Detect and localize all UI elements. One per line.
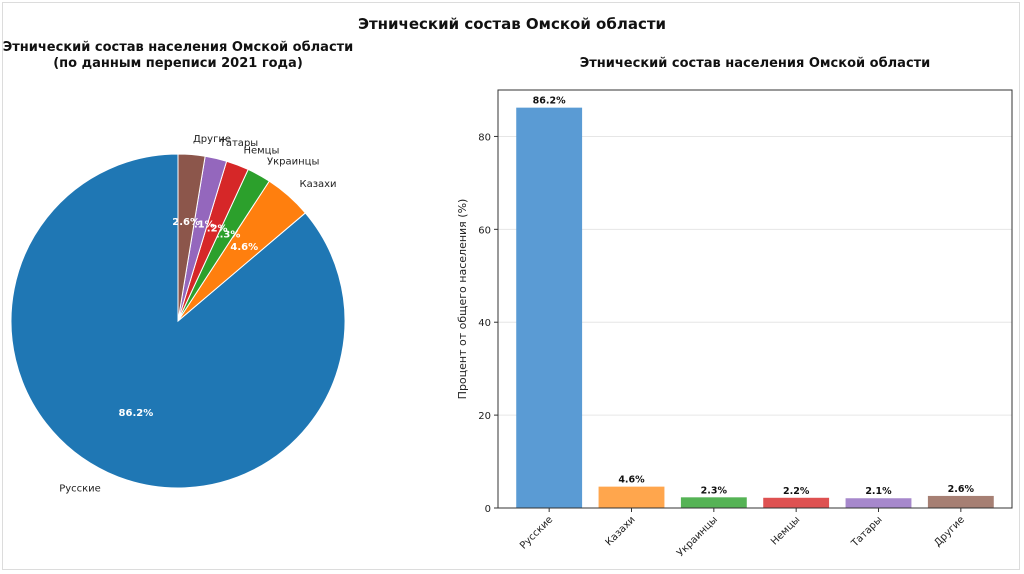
bar-value-label: 86.2% bbox=[533, 96, 566, 107]
pie-percent-label: 2.6% bbox=[172, 217, 200, 228]
bar-value-label: 2.2% bbox=[783, 486, 810, 497]
pie-percent-label: 2.3% bbox=[213, 229, 241, 240]
pie-percent-label: 4.6% bbox=[230, 242, 258, 253]
bar bbox=[845, 498, 912, 508]
bar-value-label: 2.1% bbox=[865, 486, 892, 497]
x-tick-label: Другие bbox=[932, 514, 967, 549]
pie-title-line-2: (по данным переписи 2021 года) bbox=[53, 56, 303, 71]
y-tick-label: 0 bbox=[485, 504, 491, 515]
pie-chart-title: Этнический состав населения Омской облас… bbox=[0, 40, 356, 72]
bar bbox=[598, 486, 665, 508]
pie-category-label: Украинцы bbox=[267, 156, 319, 167]
pie-category-label: Немцы bbox=[243, 145, 279, 156]
bar-value-label: 2.6% bbox=[948, 484, 975, 495]
y-tick-label: 80 bbox=[478, 132, 491, 143]
x-tick-label: Казахи bbox=[604, 514, 638, 548]
y-axis-label: Процент от общего населения (%) bbox=[456, 199, 469, 400]
pie-category-label: Татары bbox=[219, 138, 258, 149]
pie-category-label: Казахи bbox=[299, 179, 336, 190]
y-tick-label: 20 bbox=[478, 411, 491, 422]
x-tick-label: Немцы bbox=[769, 514, 802, 547]
bar-plot-frame bbox=[497, 89, 1013, 509]
y-tick-label: 60 bbox=[478, 225, 491, 236]
bar bbox=[927, 495, 994, 508]
pie-percent-label: 2.1% bbox=[187, 219, 215, 230]
x-tick-label: Татары bbox=[849, 514, 885, 550]
bar bbox=[763, 497, 830, 508]
figure-suptitle: Этнический состав Омской области bbox=[357, 15, 667, 33]
pie-percent-label: 2.2% bbox=[200, 223, 228, 234]
pie-category-label: Другие bbox=[193, 134, 231, 145]
bar-value-label: 2.3% bbox=[701, 485, 728, 496]
x-tick-label: Русские bbox=[518, 514, 555, 551]
bar bbox=[516, 107, 583, 508]
pie-percent-label: 86.2% bbox=[119, 408, 154, 419]
pie-title-line-1: Этнический состав населения Омской облас… bbox=[2, 40, 354, 55]
bar-value-label: 4.6% bbox=[618, 475, 645, 486]
bar-chart-title: Этнический состав населения Омской облас… bbox=[579, 56, 931, 71]
pie-category-label: Русские bbox=[59, 484, 101, 495]
y-tick-label: 40 bbox=[478, 318, 491, 329]
x-tick-label: Украинцы bbox=[675, 514, 720, 559]
bar bbox=[680, 497, 747, 508]
pie-slice bbox=[177, 153, 206, 322]
